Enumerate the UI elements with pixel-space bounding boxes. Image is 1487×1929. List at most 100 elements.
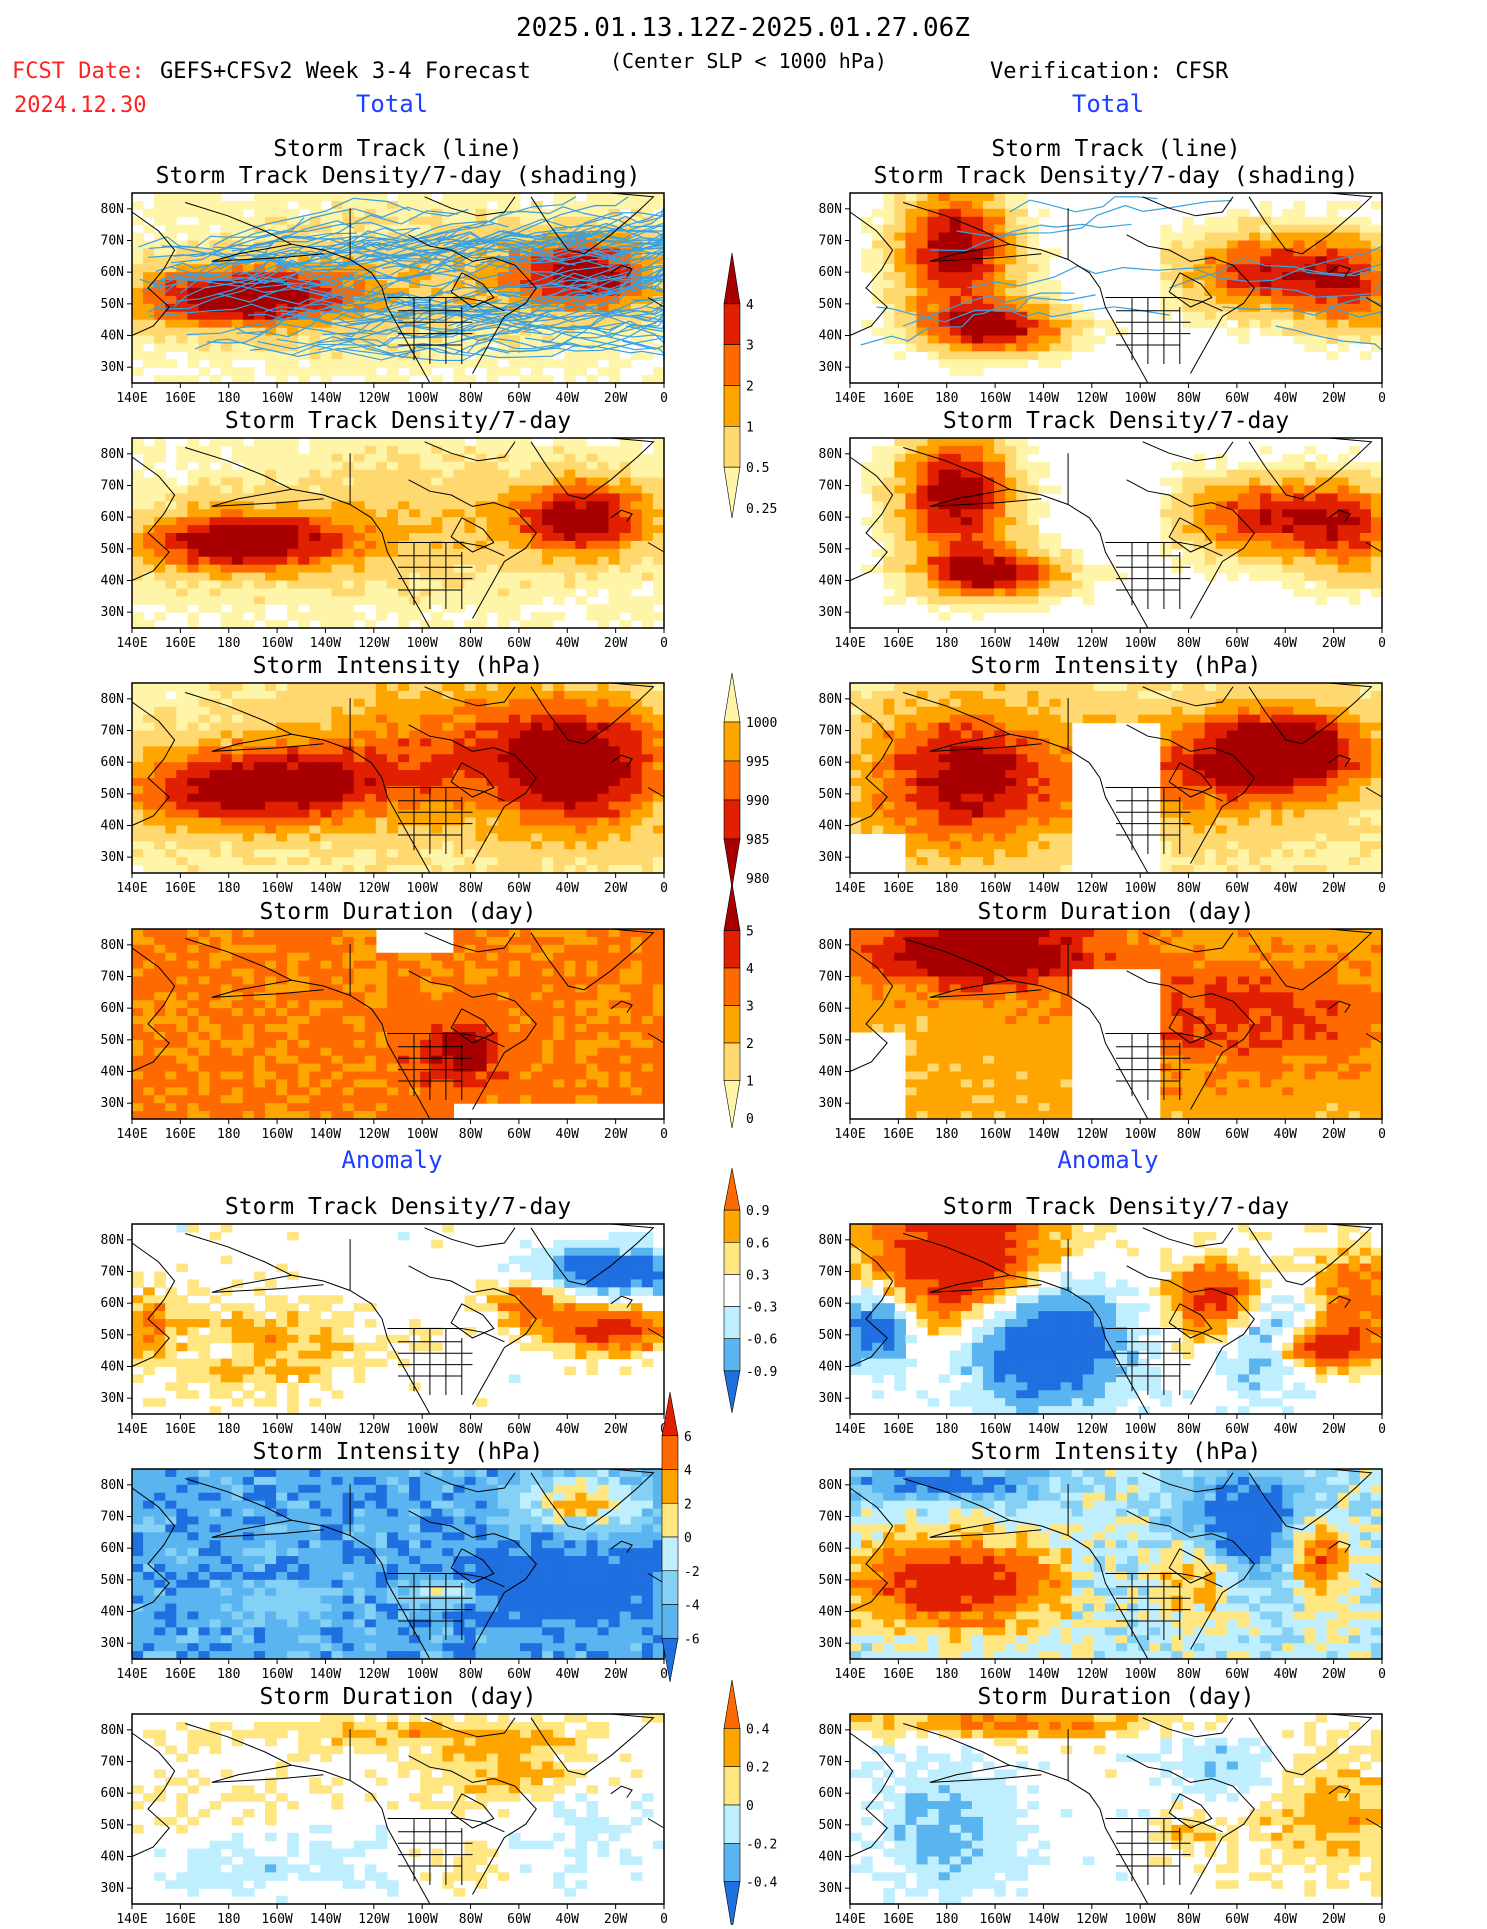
x-tick-label: 80W: [1177, 391, 1201, 406]
shade-cell: [1371, 343, 1383, 352]
shade-cell: [905, 557, 917, 566]
shade-cell: [1260, 565, 1272, 574]
shade-cell: [431, 715, 443, 724]
shade-cell: [553, 731, 565, 740]
shade-cell: [1327, 241, 1339, 250]
shade-cell: [132, 723, 144, 732]
shade-cell: [442, 525, 454, 534]
shade-cell: [420, 770, 432, 779]
shade-cell: [132, 525, 144, 534]
shade-cell: [420, 707, 432, 716]
shade-cell: [343, 573, 355, 582]
shade-cell: [298, 770, 310, 779]
shade-cell: [453, 462, 465, 471]
shade-cell: [442, 557, 454, 566]
shade-cell: [1016, 533, 1028, 542]
shade-cell: [894, 541, 906, 550]
shade-cell: [143, 509, 155, 518]
shade-cell: [609, 501, 621, 510]
shade-cell: [199, 786, 211, 795]
shade-cell: [210, 343, 222, 352]
shade-cell: [1316, 596, 1328, 605]
shade-cell: [332, 833, 344, 842]
shade-cell: [187, 565, 199, 574]
shade-cell: [276, 818, 288, 827]
shade-cell: [1349, 486, 1361, 495]
shade-cell: [598, 746, 610, 755]
shade-cell: [1016, 454, 1028, 463]
shade-cell: [487, 557, 499, 566]
shade-cell: [1316, 470, 1328, 479]
shade-cell: [354, 699, 366, 708]
shade-cell: [431, 810, 443, 819]
shade-cell: [1249, 217, 1261, 226]
shade-cell: [420, 493, 432, 502]
x-tick-label: 120W: [358, 391, 389, 406]
shade-cell: [531, 462, 543, 471]
shade-cell: [343, 826, 355, 835]
shade-cell: [354, 478, 366, 487]
shade-cell: [520, 351, 532, 360]
shade-cell: [431, 738, 443, 747]
shade-cell: [983, 533, 995, 542]
shade-cell: [320, 833, 332, 842]
shade-cell: [143, 248, 155, 257]
shade-cell: [187, 581, 199, 590]
shade-cell: [1005, 288, 1017, 297]
shade-cell: [531, 612, 543, 621]
shade-cell: [343, 707, 355, 716]
shade-cell: [1238, 209, 1250, 218]
shade-cell: [1260, 233, 1272, 242]
x-tick-label: 180: [935, 391, 958, 406]
shade-cell: [564, 723, 576, 732]
shade-cell: [143, 225, 155, 234]
shade-cell: [1005, 209, 1017, 218]
x-tick-label: 160W: [261, 391, 292, 406]
shade-cell: [972, 557, 984, 566]
shade-cell: [332, 596, 344, 605]
shade-cell: [154, 343, 166, 352]
shade-cell: [542, 565, 554, 574]
shade-cell: [487, 738, 499, 747]
shade-cell: [653, 588, 665, 597]
shade-cell: [132, 320, 144, 329]
shade-cell: [1183, 233, 1195, 242]
x-tick-label: 40W: [1274, 636, 1298, 651]
shade-cell: [939, 581, 951, 590]
shade-cell: [365, 849, 377, 858]
shade-cell: [939, 446, 951, 455]
shade-cell: [620, 810, 632, 819]
shade-cell: [332, 754, 344, 763]
shade-cell: [1304, 509, 1316, 518]
shade-cell: [575, 754, 587, 763]
shade-cell: [165, 715, 177, 724]
shade-cell: [465, 754, 477, 763]
shade-cell: [442, 731, 454, 740]
shade-cell: [442, 581, 454, 590]
shade-cell: [187, 517, 199, 526]
shade-cell: [553, 533, 565, 542]
shade-cell: [631, 201, 643, 210]
shade-cell: [409, 446, 421, 455]
shade-cell: [1360, 470, 1372, 479]
shade-cell: [1216, 320, 1228, 329]
shade-cell: [1282, 233, 1294, 242]
shade-cell: [1349, 501, 1361, 510]
shade-cell: [861, 225, 873, 234]
shade-cell: [287, 715, 299, 724]
shade-cell: [387, 462, 399, 471]
shade-cell: [575, 707, 587, 716]
shade-cell: [265, 849, 277, 858]
shade-cell: [905, 264, 917, 273]
shade-cell: [387, 818, 399, 827]
shade-cell: [972, 264, 984, 273]
shade-cell: [905, 193, 917, 202]
shade-cell: [431, 525, 443, 534]
shade-cell: [939, 525, 951, 534]
shade-cell: [176, 857, 188, 866]
shade-cell: [199, 193, 211, 202]
shade-cell: [1360, 478, 1372, 487]
shade-cell: [950, 367, 962, 376]
shade-cell: [1160, 256, 1172, 265]
